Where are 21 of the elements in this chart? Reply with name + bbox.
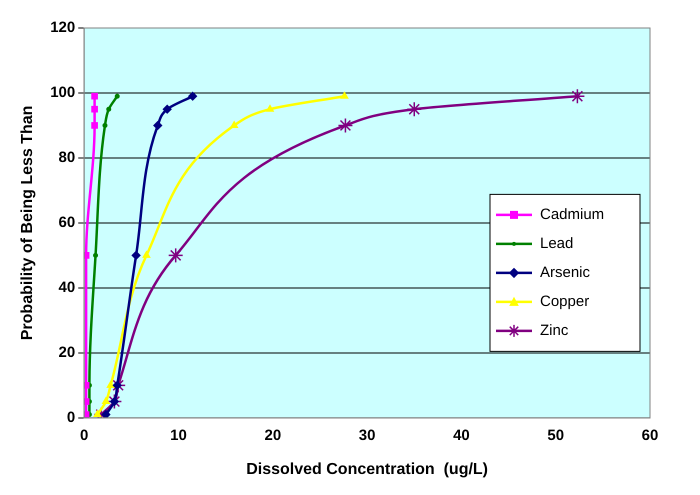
y-tick-label: 80	[58, 149, 76, 166]
legend-label: Arsenic	[540, 264, 591, 282]
y-tick-label: 60	[58, 214, 76, 232]
x-tick-label: 30	[358, 426, 376, 444]
legend-label: Zinc	[540, 322, 569, 340]
legend-label: Cadmium	[540, 206, 604, 224]
y-tick-label: 120	[50, 19, 76, 36]
x-tick-label: 10	[170, 426, 187, 444]
x-tick-label: 40	[453, 426, 470, 444]
y-tick-label: 40	[58, 279, 76, 296]
x-tick-label: 60	[642, 426, 658, 444]
legend-label: Lead	[540, 235, 574, 252]
x-axis-title: Dissolved Concentration (ug/L)	[246, 460, 488, 478]
y-tick-label: 20	[58, 344, 76, 361]
y-tick-label: 100	[50, 84, 76, 102]
x-tick-label: 50	[547, 426, 564, 444]
x-tick-label: 0	[80, 426, 88, 444]
y-tick-label: 0	[66, 408, 76, 426]
legend-label: Copper	[540, 293, 590, 310]
y-axis-title: Probability of Being Less Than	[19, 106, 36, 340]
x-tick-label: 20	[264, 426, 282, 444]
